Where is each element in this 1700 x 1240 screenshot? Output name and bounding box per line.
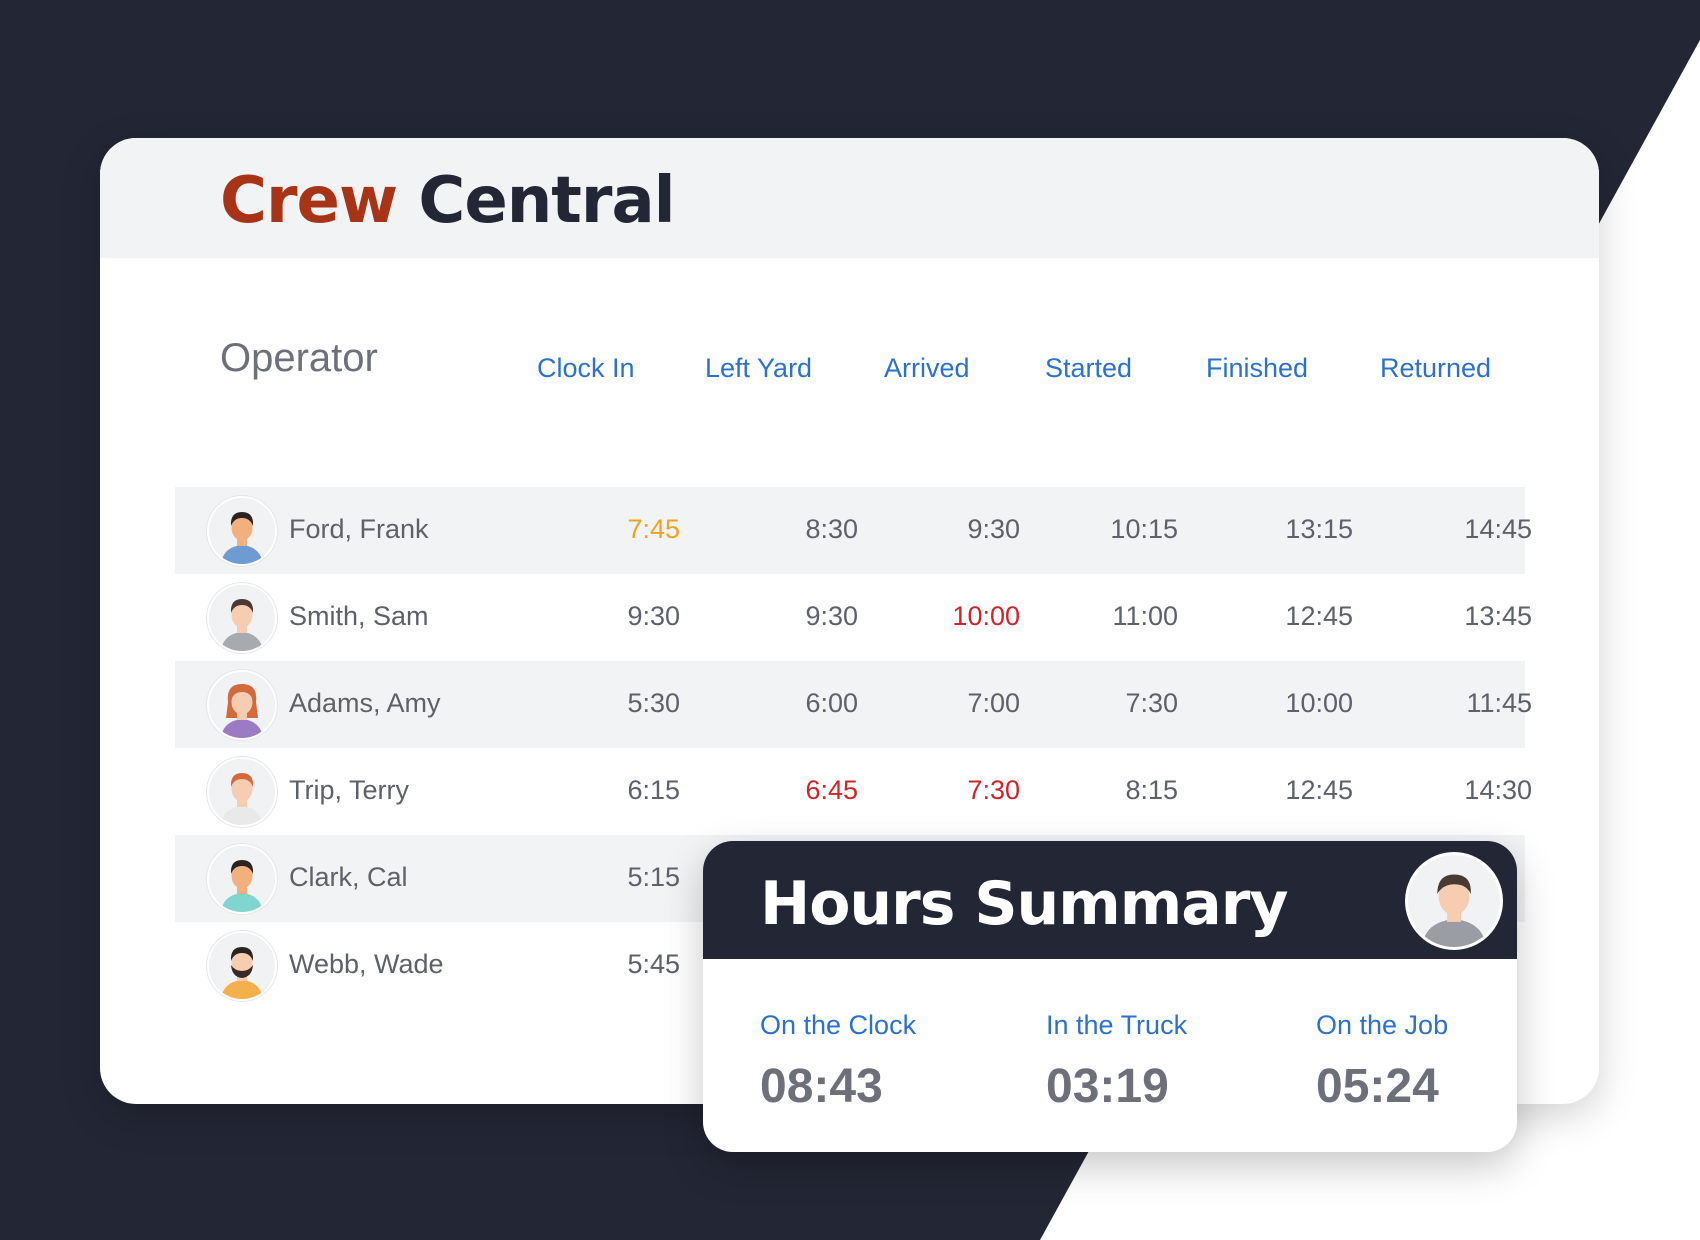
- operator-name: Smith, Sam: [289, 601, 429, 631]
- stat-label-in-the-truck: In the Truck: [1046, 1010, 1188, 1040]
- column-header-started[interactable]: Started: [1045, 353, 1133, 383]
- time-cell-clock-in: 5:30: [627, 688, 680, 718]
- column-header-returned[interactable]: Returned: [1380, 353, 1492, 383]
- avatar: [207, 496, 277, 566]
- brand-word-central: Central: [418, 164, 675, 238]
- table-row[interactable]: Ford, Frank 7:45 8:30 9:30 10:15 13:15 14:45: [175, 487, 1532, 574]
- table-row[interactable]: Webb, Wade 5:45: [175, 922, 1525, 1009]
- time-cell-arrived: 9:30: [967, 514, 1020, 544]
- time-cell-left-yard: 8:30: [805, 514, 858, 544]
- operator-name: Clark, Cal: [289, 862, 408, 892]
- time-cell-finished: 12:45: [1285, 601, 1353, 631]
- stat-value-on-the-clock: 08:43: [760, 1060, 883, 1113]
- time-cell-arrived: 7:00: [967, 688, 1020, 718]
- operator-name: Ford, Frank: [289, 514, 429, 544]
- column-header-clock-in[interactable]: Clock In: [537, 353, 635, 383]
- time-cell-returned: 13:45: [1464, 601, 1532, 631]
- time-cell-finished: 10:00: [1285, 688, 1353, 718]
- stat-value-in-the-truck: 03:19: [1046, 1060, 1169, 1113]
- time-cell-finished: 13:15: [1285, 514, 1353, 544]
- man-beard-orange-shirt-icon: [209, 933, 275, 999]
- hours-summary-card: Hours Summary On the Clock 08:43 In the …: [703, 841, 1517, 1152]
- table-row[interactable]: Trip, Terry 6:15 6:45 7:30 8:15 12:45 14:30: [175, 748, 1532, 835]
- time-cell-started: 11:00: [1112, 601, 1178, 631]
- operator-name: Webb, Wade: [289, 949, 444, 979]
- summary-header: Hours Summary: [703, 841, 1517, 959]
- stat-value-on-the-job: 05:24: [1316, 1060, 1439, 1113]
- column-header-left-yard[interactable]: Left Yard: [705, 353, 813, 383]
- time-cell-left-yard: 9:30: [805, 601, 858, 631]
- operator-name: Trip, Terry: [289, 775, 410, 805]
- column-header-operator[interactable]: Operator: [220, 336, 378, 380]
- time-cell-arrived: 7:30: [967, 775, 1020, 805]
- column-header-arrived[interactable]: Arrived: [884, 353, 970, 383]
- man-red-hair-icon: [209, 759, 275, 825]
- table-row[interactable]: Smith, Sam 9:30 9:30 10:00 11:00 12:45 13:45: [175, 574, 1532, 661]
- man-gray-shirt-icon: [1408, 855, 1500, 947]
- man-short-hair-blue-shirt-icon: [209, 498, 275, 564]
- time-cell-clock-in: 7:45: [627, 514, 680, 544]
- time-cell-clock-in: 9:30: [627, 601, 680, 631]
- man-teal-shirt-icon: [209, 846, 275, 912]
- time-cell-returned: 14:30: [1464, 775, 1532, 805]
- stat-label-on-the-job: On the Job: [1316, 1010, 1449, 1040]
- avatar: [207, 844, 277, 914]
- woman-purple-shirt-icon: [209, 672, 275, 738]
- time-cell-left-yard: 6:45: [805, 775, 858, 805]
- summary-title: Hours Summary: [760, 869, 1288, 939]
- avatar: [207, 931, 277, 1001]
- avatar: [207, 583, 277, 653]
- summary-avatar: [1405, 852, 1503, 950]
- stat-label-on-the-clock: On the Clock: [760, 1010, 917, 1040]
- time-cell-started: 8:15: [1125, 775, 1178, 805]
- column-header-finished[interactable]: Finished: [1206, 353, 1309, 383]
- card-header: Crew Central: [100, 138, 1599, 258]
- time-cell-returned: 11:45: [1466, 688, 1532, 718]
- time-cell-clock-in: 5:45: [627, 949, 680, 979]
- time-cell-clock-in: 6:15: [627, 775, 680, 805]
- operator-name: Adams, Amy: [289, 688, 441, 718]
- time-cell-started: 10:15: [1110, 514, 1178, 544]
- brand-word-crew: Crew: [220, 164, 398, 238]
- avatar: [207, 757, 277, 827]
- time-cell-finished: 12:45: [1285, 775, 1353, 805]
- time-cell-returned: 14:45: [1464, 514, 1532, 544]
- avatar: [207, 670, 277, 740]
- man-gray-shirt-icon: [209, 585, 275, 651]
- table-row[interactable]: Adams, Amy 5:30 6:00 7:00 7:30 10:00 11:45: [175, 661, 1532, 748]
- brand-logo: Crew Central: [220, 164, 676, 238]
- time-cell-left-yard: 6:00: [805, 688, 858, 718]
- time-cell-clock-in: 5:15: [627, 862, 680, 892]
- time-cell-arrived: 10:00: [952, 601, 1020, 631]
- time-cell-started: 7:30: [1125, 688, 1178, 718]
